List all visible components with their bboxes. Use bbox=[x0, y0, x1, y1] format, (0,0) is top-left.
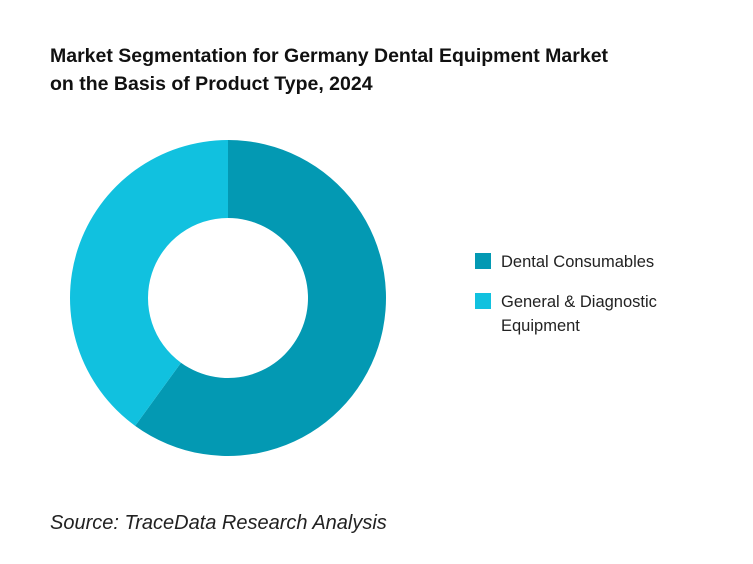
legend-item-dental-consumables: Dental Consumables bbox=[475, 250, 715, 274]
donut-slice-general-diagnostic-equipment bbox=[70, 140, 229, 426]
legend-swatch-dental-consumables bbox=[475, 253, 491, 269]
source-note: Source: TraceData Research Analysis bbox=[50, 512, 387, 534]
legend-label-dental-consumables: Dental Consumables bbox=[501, 253, 655, 271]
chart-legend: Dental Consumables General & Diagnostic … bbox=[475, 250, 715, 354]
chart-title-line-1: Market Segmentation for Germany Dental E… bbox=[50, 45, 609, 67]
legend-swatch-general-diagnostic-equipment bbox=[475, 293, 491, 309]
legend-label-general-diagnostic-equipment: General & Diagnostic Equipment bbox=[501, 293, 657, 335]
legend-item-general-diagnostic-equipment: General & Diagnostic Equipment bbox=[475, 290, 715, 338]
donut-slices bbox=[70, 140, 387, 456]
chart-title: Market Segmentation for Germany Dental E… bbox=[50, 42, 720, 98]
donut-slice-dental-consumables bbox=[135, 140, 387, 456]
chart-title-line-2: on the Basis of Product Type, 2024 bbox=[50, 73, 373, 95]
